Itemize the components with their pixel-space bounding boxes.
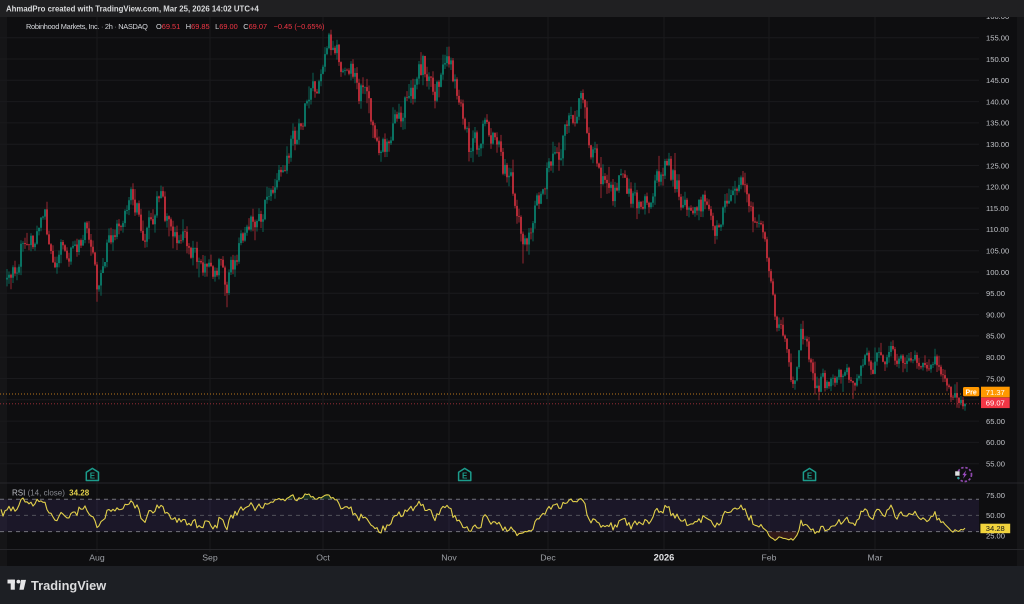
svg-text:55.00: 55.00	[986, 460, 1005, 469]
svg-text:25.00: 25.00	[986, 531, 1005, 540]
svg-text:135.00: 135.00	[986, 119, 1009, 128]
svg-text:150.00: 150.00	[986, 55, 1009, 64]
svg-text:75.00: 75.00	[986, 491, 1005, 500]
svg-text:105.00: 105.00	[986, 247, 1009, 256]
svg-text:110.00: 110.00	[986, 225, 1009, 234]
svg-text:130.00: 130.00	[986, 140, 1009, 149]
svg-text:Nov: Nov	[441, 552, 457, 562]
svg-text:Mar: Mar	[868, 552, 883, 562]
svg-text:Sep: Sep	[202, 552, 218, 562]
svg-text:Robinhood Markets, Inc. · 2h ·: Robinhood Markets, Inc. · 2h · NASDAQ	[26, 22, 148, 31]
svg-text:100.00: 100.00	[986, 268, 1009, 277]
svg-text:125.00: 125.00	[986, 161, 1009, 170]
svg-text:E: E	[90, 472, 96, 481]
svg-text:85.00: 85.00	[986, 332, 1005, 341]
svg-text:TradingView: TradingView	[31, 578, 106, 593]
svg-text:90.00: 90.00	[986, 310, 1005, 319]
svg-text:Feb: Feb	[762, 552, 777, 562]
svg-text:E: E	[807, 472, 813, 481]
svg-text:AhmadPro created with TradingV: AhmadPro created with TradingView.com, M…	[6, 4, 260, 13]
svg-text:Oct: Oct	[316, 552, 330, 562]
svg-text:65.00: 65.00	[986, 417, 1005, 426]
svg-text:2026: 2026	[654, 553, 675, 563]
svg-text:75.00: 75.00	[986, 374, 1005, 383]
svg-text:E: E	[462, 472, 468, 481]
svg-text:60.00: 60.00	[986, 438, 1005, 447]
svg-text:120.00: 120.00	[986, 183, 1009, 192]
svg-text:140.00: 140.00	[986, 97, 1009, 106]
svg-text:71.37: 71.37	[986, 388, 1005, 397]
svg-text:50.00: 50.00	[986, 511, 1005, 520]
svg-text:Dec: Dec	[540, 552, 556, 562]
svg-text:95.00: 95.00	[986, 289, 1005, 298]
svg-text:115.00: 115.00	[986, 204, 1009, 213]
svg-text:RSI (14, close) 34.28: RSI (14, close) 34.28	[12, 489, 90, 498]
svg-text:145.00: 145.00	[986, 76, 1009, 85]
svg-text:155.00: 155.00	[986, 34, 1009, 43]
svg-text:Aug: Aug	[89, 552, 105, 562]
svg-text:34.28: 34.28	[986, 524, 1005, 533]
svg-text:80.00: 80.00	[986, 353, 1005, 362]
svg-text:Pre: Pre	[965, 389, 976, 396]
svg-text:69.07: 69.07	[986, 399, 1005, 408]
